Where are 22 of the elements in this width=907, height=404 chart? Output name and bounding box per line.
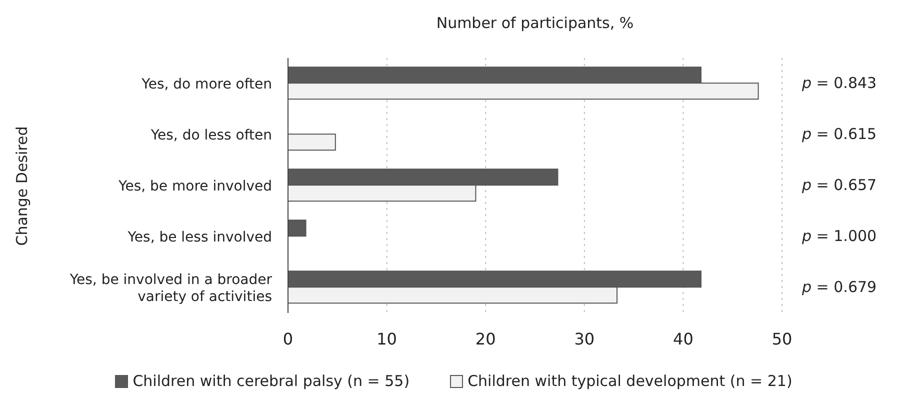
x-tick-label: 40 — [673, 329, 694, 348]
legend-label: Children with typical development (n = 21) — [468, 372, 792, 390]
x-tick-label: 30 — [574, 329, 595, 348]
text: p = 0.679 — [802, 278, 877, 296]
chart-title: Number of participants, % — [435, 14, 635, 32]
x-tick-label: 20 — [475, 329, 496, 348]
y-tick-label: Yes, do more often — [140, 76, 272, 92]
bar — [288, 134, 336, 151]
x-tick-label: 50 — [772, 329, 792, 348]
text: p = 1.000 — [802, 226, 877, 244]
y-tick-label: Yes, do less often — [150, 128, 272, 144]
bar — [288, 220, 306, 237]
y-tick-label: Yes, be more involved — [118, 178, 272, 194]
y-tick-label: Yes, be involved in a broader variety of activities — [68, 272, 272, 305]
x-tick-label: 0 — [282, 329, 294, 348]
text: p = 0.615 — [802, 124, 877, 142]
y-axis-title: Change Desired — [13, 126, 32, 246]
text: p = 0.657 — [802, 176, 877, 194]
y-tick-label: Yes, be less involved — [126, 230, 272, 246]
x-tick-label: 10 — [376, 329, 397, 348]
legend-label: Children with cerebral palsy (n = 55) — [132, 372, 410, 390]
text: p = 0.843 — [802, 74, 877, 92]
